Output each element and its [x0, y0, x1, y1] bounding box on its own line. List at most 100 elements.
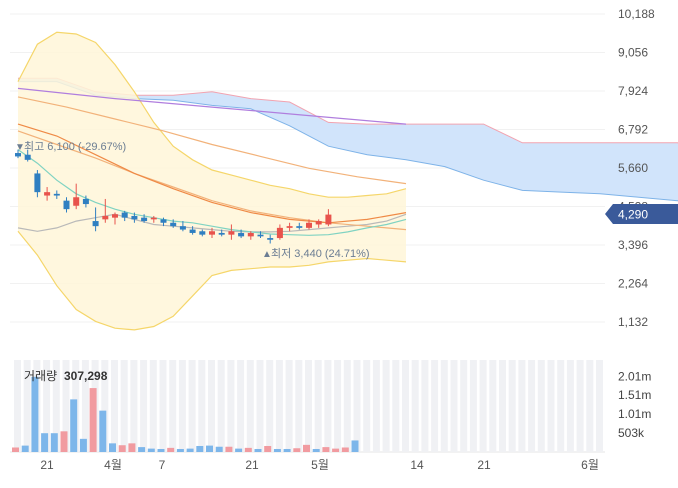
volume-slot: [266, 360, 274, 452]
volume-axis: 2.01m 1.51m 1.01m 503k: [618, 369, 651, 440]
volume-bar: [128, 443, 136, 452]
price-tick-label: 5,660: [618, 161, 648, 175]
volume-bar: [293, 448, 301, 452]
volume-slot: [188, 360, 196, 452]
volume-bar: [254, 448, 262, 452]
x-tick-label: 7: [159, 458, 166, 472]
candle-body: [112, 214, 118, 218]
volume-slot: [596, 360, 603, 452]
volume-bar: [312, 448, 320, 452]
candle-body: [189, 229, 196, 233]
volume-slot: [382, 360, 390, 452]
volume-bar: [235, 448, 243, 452]
volume-slot: [81, 360, 89, 452]
candle-body: [73, 197, 80, 206]
volume-bar: [41, 433, 49, 452]
volume-bar: [332, 448, 340, 452]
high-annotation: 최고 6,100 (-29.67%): [24, 140, 126, 153]
x-axis: 21 4월 7 21 5월 14 21 6월: [40, 458, 599, 472]
volume-tick-label: 1.01m: [618, 407, 651, 421]
volume-slot: [62, 360, 70, 452]
volume-slot: [198, 360, 206, 452]
candle-body: [209, 231, 215, 235]
line-ma20: [17, 123, 407, 224]
x-tick-label: 21: [40, 458, 54, 472]
candle-body: [82, 198, 89, 205]
x-tick-label: 5월: [311, 458, 329, 472]
volume-slot: [576, 360, 584, 452]
volume-slot: [499, 360, 506, 452]
candle-body: [53, 193, 60, 196]
volume-bar: [351, 440, 359, 452]
current-price-tag-shape: [605, 204, 678, 224]
volume-bar: [303, 444, 310, 452]
candle-body: [228, 231, 235, 235]
volume-bar: [70, 399, 78, 452]
x-tick-label: 4월: [104, 458, 122, 472]
candle-body: [170, 222, 177, 227]
candle-body: [121, 212, 128, 218]
volume-slot: [227, 360, 235, 452]
volume-slot: [169, 360, 177, 452]
volume-bar: [283, 448, 291, 452]
candle-body: [286, 226, 293, 228]
volume-slot: [101, 360, 109, 452]
volume-slot: [566, 360, 574, 452]
volume-bar: [79, 438, 87, 452]
volume-slot: [140, 360, 148, 452]
volume-slot: [421, 360, 429, 452]
volume-slot: [130, 360, 138, 452]
volume-slot: [343, 360, 351, 452]
volume-slot: [256, 360, 264, 452]
high-annotation-marker: ▼: [15, 142, 25, 153]
volume-value: 307,298: [64, 369, 108, 383]
candle-body: [179, 226, 186, 230]
volume-bars: [12, 376, 359, 452]
volume-slot: [52, 360, 60, 452]
volume-slot: [285, 360, 293, 452]
candle-body: [257, 234, 264, 237]
candle-body: [218, 232, 225, 235]
candle-body: [102, 215, 109, 220]
volume-slot: [334, 360, 342, 452]
volume-slot: [363, 360, 371, 452]
volume-bar: [138, 447, 146, 452]
volume-slot: [528, 360, 536, 452]
current-price-label: 4,290: [618, 208, 648, 222]
volume-slot: [305, 360, 312, 452]
candle-body: [63, 200, 70, 210]
volume-slot: [586, 360, 594, 452]
candle-body: [24, 154, 31, 160]
low-annotation-marker: ▲: [262, 249, 272, 260]
volume-bar: [99, 410, 107, 452]
volume-bar: [147, 448, 155, 452]
volume-slot: [324, 360, 332, 452]
candle-body: [267, 238, 274, 240]
volume-slot: [537, 360, 545, 452]
bollinger-area: [18, 32, 406, 330]
candle-body: [247, 232, 254, 237]
volume-slot: [508, 360, 516, 452]
volume-bar: [186, 448, 194, 452]
volume-bar: [264, 445, 272, 452]
volume-bar: [21, 445, 29, 452]
x-tick-label: 21: [477, 458, 491, 472]
volume-bar: [89, 388, 97, 452]
candle-body: [44, 192, 51, 196]
volume-slot: [275, 360, 283, 452]
volume-slot: [489, 360, 497, 452]
volume-slot: [411, 360, 419, 452]
volume-slot: [217, 360, 225, 452]
candle-body: [306, 222, 312, 228]
volume-slot: [450, 360, 458, 452]
volume-bar: [50, 433, 58, 452]
volume-label: 거래량: [24, 369, 57, 383]
volume-slot: [178, 360, 186, 452]
x-tick-label: 21: [245, 458, 259, 472]
candle-body: [34, 173, 41, 193]
volume-bar: [109, 443, 116, 452]
bollinger-lower-line: [17, 230, 407, 331]
candle-body: [315, 221, 322, 225]
volume-bar: [244, 447, 252, 452]
